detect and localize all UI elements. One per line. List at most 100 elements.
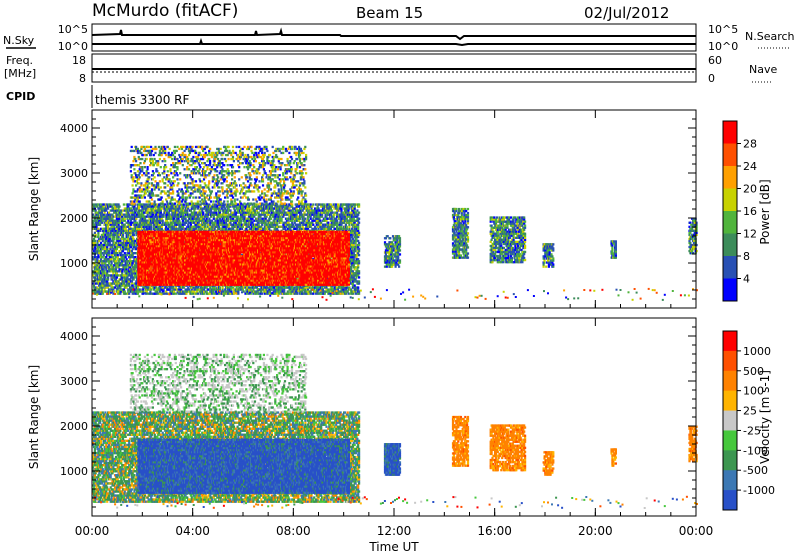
scatter-cell [155,286,158,289]
scatter-cell [135,217,138,220]
scatter-cell [137,227,140,230]
scatter-cell [120,290,123,293]
scatter-cell [136,290,140,293]
scatter-cell [174,209,177,212]
scatter-cell [121,217,125,220]
scatter-cell [199,225,202,228]
scatter-cell [149,290,152,293]
scatter-cell [190,288,193,291]
scatter-cell [111,213,114,216]
scatter-cell [176,221,179,224]
scatter-cell [126,262,129,265]
scatter-cell [227,225,230,228]
nsky-label: N.Sky [3,34,35,47]
scatter-cell [195,227,198,230]
scatter-cell [93,276,96,279]
scatter-cell [129,268,133,271]
scatter-cell [99,223,102,226]
scatter-cell [178,211,181,214]
scatter-cell [99,205,103,208]
scatter-cell [184,217,187,220]
scatter-cell [136,286,140,289]
scatter-cell [96,270,99,273]
freq-panel: Freq. [MHz] 18 8 Nave 60 0 [4,53,777,85]
scatter-cell [93,235,96,239]
scatter-cell [138,209,141,212]
scatter-cell [107,217,110,220]
scatter-cell [226,217,229,220]
scatter-cell [131,247,134,251]
scatter-cell [191,221,194,224]
scatter-cell [134,219,137,222]
scatter-cell [114,247,117,251]
scatter-cell [156,290,159,293]
scatter-cell [107,205,111,208]
scatter-cell [136,231,139,234]
scatter-cell [112,215,115,218]
scatter-cell [93,278,96,281]
nsky-panel: N.Sky 10^5 10^0 N.Search 10^5 10^0 [3,23,795,53]
scatter-cell [130,215,133,218]
scatter-cell [146,288,149,291]
scatter-cell [146,286,149,289]
scatter-cell [154,209,157,212]
scatter-cell [169,292,172,295]
scatter-cell [128,280,131,283]
scatter-cell [243,215,246,218]
scatter-cell [113,225,116,228]
scatter-cell [107,288,111,291]
scatter-cell [158,221,162,224]
scatter-cell [159,209,162,212]
scatter-cell [216,217,219,220]
scatter-cell [114,286,117,289]
scatter-cell [130,256,133,259]
scatter-cell [151,215,154,218]
scatter-cell [171,223,174,226]
scatter-cell [152,217,155,220]
scatter-cell [93,241,96,245]
scatter-cell [183,223,186,226]
scatter-cell [196,215,199,218]
scatter-cell [123,239,126,243]
scatter-cell [252,288,255,291]
scatter-cell [111,205,114,208]
scatter-cell [121,219,125,222]
scatter-cell [103,258,106,261]
scatter-cell [134,268,137,271]
scatter-cell [99,249,103,253]
scatter-cell [111,243,114,247]
scatter-cell [119,243,122,247]
scatter-cell [130,209,133,212]
nave-label: Nave [749,63,777,76]
scatter-cell [108,292,111,295]
scatter-cell [136,252,139,255]
scatter-cell [192,292,195,295]
scatter-cell [95,225,98,228]
scatter-cell [135,209,138,212]
scatter-cell [116,290,119,293]
scatter-cell [123,229,126,232]
scatter-cell [132,278,135,281]
scatter-cell [188,213,191,216]
scatter-cell [97,235,100,239]
scatter-cell [101,252,104,255]
scatter-cell [129,207,133,210]
scatter-cell [118,217,121,220]
scatter-cell [109,213,112,216]
scatter-cell [115,235,118,239]
scatter-cell [121,221,124,224]
scatter-cell [226,211,229,214]
scatter-cell [99,211,102,214]
scatter-cell [95,252,98,255]
scatter-cell [110,264,113,267]
scatter-cell [180,215,183,218]
scatter-cell [172,227,175,230]
scatter-cell [205,286,208,289]
scatter-cell [245,213,248,216]
scatter-cell [92,282,95,285]
scatter-cell [178,207,181,210]
scatter-cell [129,256,132,259]
scatter-cell [129,223,133,226]
scatter-cell [140,215,143,218]
scatter-cell [181,227,184,230]
